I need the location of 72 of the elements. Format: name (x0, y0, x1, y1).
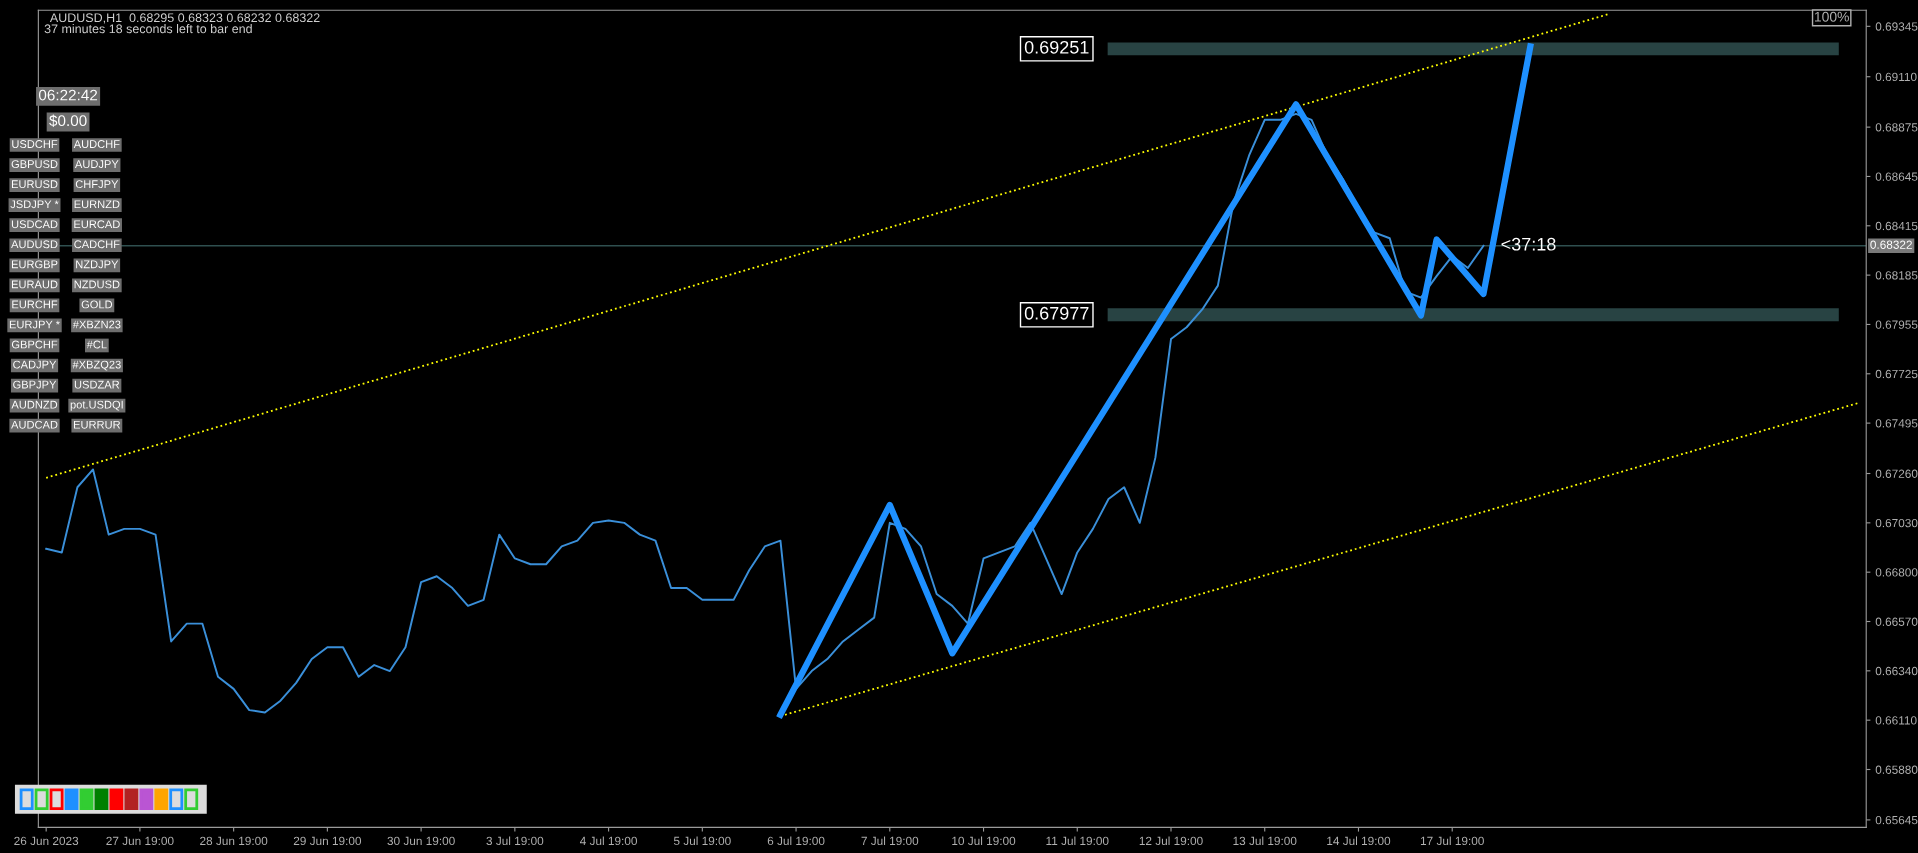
x-tick-label: 10 Jul 19:00 (952, 836, 1016, 846)
annotation: EURGBP (11, 260, 58, 269)
annotation: AUDCHF (73, 140, 120, 148)
y-tick-label: 0.67955 (1875, 320, 1918, 329)
annotation: 37 minutes 18 seconds left to bar end (44, 24, 252, 34)
annotation: EURCAD (74, 220, 120, 229)
x-tick-label: 26 Jun 2023 (14, 836, 79, 846)
y-tick-label: 0.68875 (1875, 123, 1918, 132)
annotation: NZDUSD (74, 280, 120, 289)
x-tick-label: 4 Jul 19:00 (579, 836, 638, 846)
annotation: USDCAD (11, 220, 58, 229)
band-label: 0.67977 (1024, 306, 1089, 320)
ref-line-label: 0.68322 (1870, 240, 1912, 249)
annotation: USDCHF (12, 140, 58, 148)
annotation: 100% (1814, 11, 1849, 22)
annotation: EURCHF (12, 300, 58, 309)
x-tick-label: 30 Jun 19:00 (387, 836, 455, 846)
annotation: #CL (86, 340, 107, 349)
y-tick-label: 0.68415 (1875, 221, 1918, 231)
annotation: CHFJPY (75, 180, 119, 189)
annotation: AUDCAD (11, 420, 58, 429)
y-tick-label: 0.66800 (1875, 568, 1918, 577)
y-tick-label: 0.67260 (1875, 469, 1918, 478)
y-tick-label: 0.65880 (1875, 765, 1918, 774)
annotation: GBPUSD (11, 160, 58, 169)
annotation: 06:22:42 (38, 89, 98, 101)
x-tick-label: 14 Jul 19:00 (1327, 836, 1391, 846)
y-tick-label: 0.66340 (1875, 666, 1918, 676)
y-tick-label: 0.68185 (1875, 271, 1918, 280)
annotation: EURNZD (74, 200, 120, 209)
x-tick-label: 5 Jul 19:00 (673, 836, 731, 846)
annotation: GBPCHF (11, 340, 58, 349)
annotation: AUDJPY (74, 160, 119, 169)
annotation: CADJPY (13, 360, 57, 369)
annotation: USDZAR (74, 380, 120, 389)
y-tick-label: 0.67495 (1875, 419, 1918, 428)
annotation: #XBZN23 (72, 320, 121, 329)
y-tick-label: 0.66570 (1875, 617, 1918, 626)
x-tick-label: 7 Jul 19:00 (861, 836, 919, 846)
annotation: $0.00 (49, 114, 87, 127)
x-tick-label: 6 Jul 19:00 (767, 836, 825, 846)
annotation: NZDJPY (76, 260, 119, 269)
y-tick-label: 0.67030 (1875, 518, 1918, 528)
band-label: 0.69251 (1024, 40, 1089, 54)
x-tick-label: 12 Jul 19:00 (1139, 836, 1203, 846)
x-tick-label: 17 Jul 19:00 (1420, 836, 1484, 846)
y-tick-label: 0.66110 (1875, 716, 1917, 725)
annotation: GOLD (81, 300, 113, 309)
annotation: AUDUSD,H1 0.68295 0.68323 0.68232 0.68322 (49, 13, 320, 24)
y-tick-label: 0.68645 (1875, 172, 1918, 181)
annotation: #XBZQ23 (72, 360, 121, 371)
annotation: EURUSD (11, 180, 58, 189)
y-tick-label: 0.65645 (1875, 815, 1918, 825)
y-tick-label: 0.67725 (1875, 369, 1918, 379)
annotation: <37:18 (1501, 237, 1556, 251)
x-tick-label: 11 Jul 19:00 (1046, 836, 1109, 846)
annotation: pot.USDQI (70, 400, 123, 411)
annotation: EURJPY * (9, 320, 60, 329)
x-tick-label: 3 Jul 19:00 (486, 836, 544, 846)
x-tick-label: 27 Jun 19:00 (106, 836, 174, 846)
annotation: AUDNZD (11, 400, 58, 409)
y-tick-label: 0.69345 (1875, 22, 1918, 31)
x-tick-label: 13 Jul 19:00 (1233, 836, 1297, 846)
annotation: EURRUR (74, 420, 121, 429)
x-tick-label: 28 Jun 19:00 (200, 836, 268, 846)
annotation: CADCHF (74, 240, 120, 249)
x-tick-label: 29 Jun 19:00 (293, 836, 362, 846)
annotation: JSDJPY * (10, 200, 59, 209)
annotation: EURAUD (11, 280, 58, 289)
y-tick-label: 0.69110 (1875, 72, 1917, 82)
annotation: AUDUSD (11, 240, 58, 249)
annotation: GBPJPY (13, 380, 57, 389)
